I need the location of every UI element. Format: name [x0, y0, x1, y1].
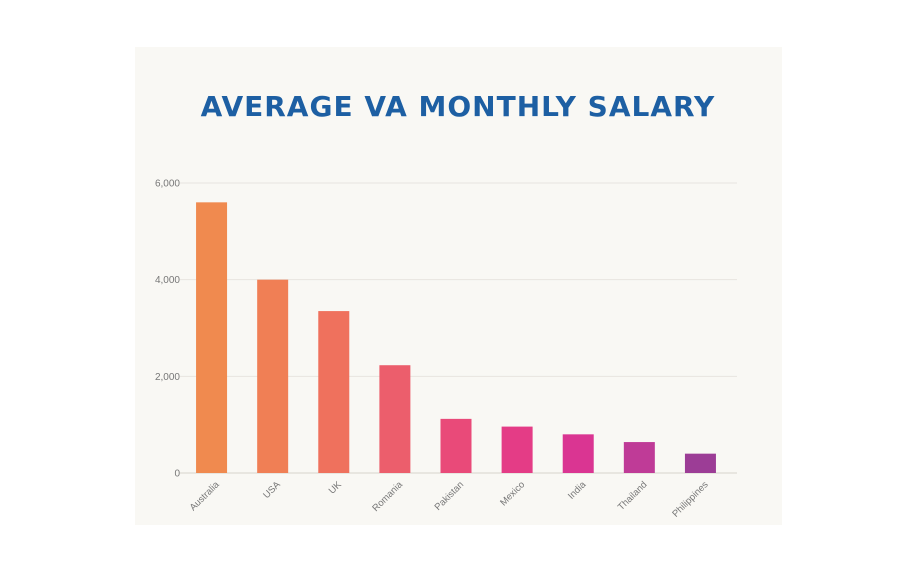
bar-uk: [318, 311, 350, 473]
x-tick-label: Pakistan: [433, 479, 467, 513]
x-tick-label: Thailand: [616, 479, 650, 513]
bar-australia: [196, 202, 228, 474]
bar-usa: [257, 279, 289, 473]
x-tick-label: UK: [327, 479, 345, 497]
chart-title: AVERAGE VA MONTHLY SALARY: [200, 90, 716, 123]
bar-mexico: [501, 426, 533, 473]
y-tick-label: 4,000: [155, 275, 180, 286]
bar-pakistan: [440, 418, 472, 473]
x-tick-label: Philippines: [670, 479, 710, 519]
x-tick-label: India: [566, 479, 589, 502]
bar-thailand: [623, 442, 655, 473]
bar-romania: [379, 365, 411, 473]
x-tick-label: USA: [261, 479, 283, 501]
x-tick-label: Australia: [188, 479, 222, 513]
y-tick-label: 6,000: [155, 179, 180, 190]
y-tick-label: 0: [174, 469, 180, 480]
x-tick-label: Mexico: [498, 479, 527, 508]
x-axis-labels: Australia USA UK Romania Pakistan Mexico India…: [188, 479, 711, 520]
x-tick-label: Romania: [370, 479, 405, 514]
bar-india: [562, 434, 594, 473]
y-tick-label: 2,000: [155, 372, 180, 383]
bar-philippines: [684, 453, 716, 473]
y-axis-ticks: 0 2,000 4,000 6,000: [155, 179, 180, 480]
bars: [196, 202, 716, 474]
